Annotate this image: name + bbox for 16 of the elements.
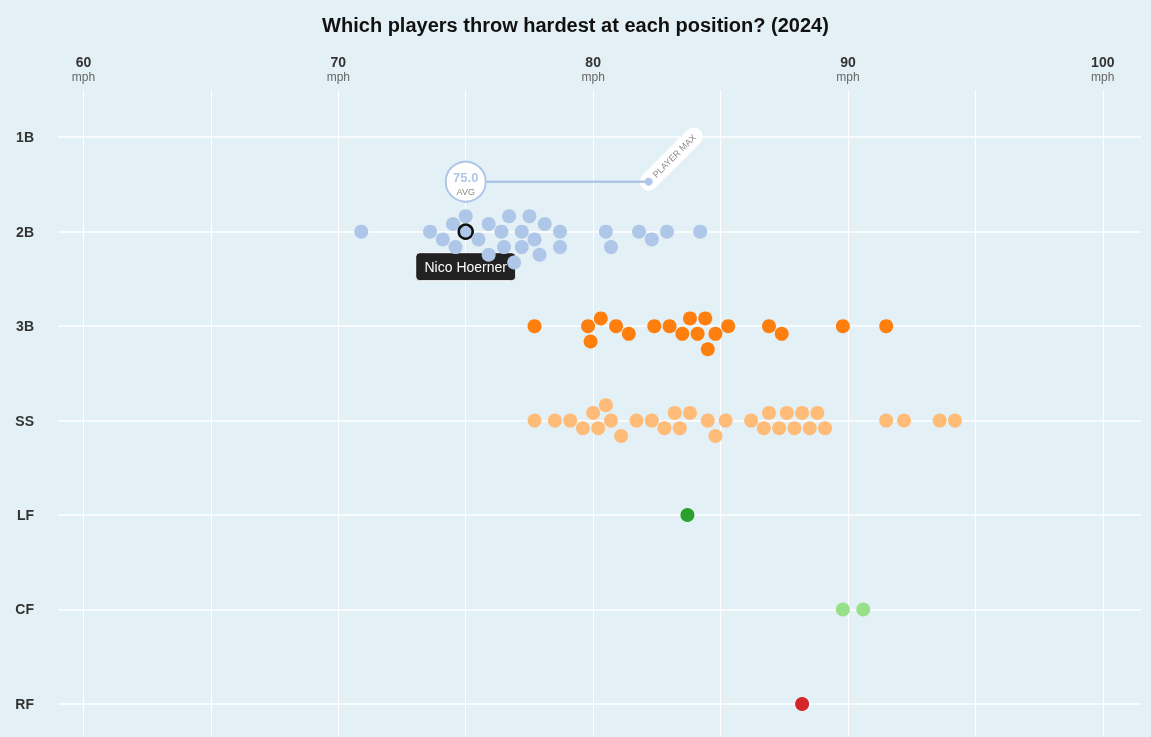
y-tick-label: 3B — [16, 318, 34, 335]
x-tick-label: 80 mph — [581, 54, 605, 84]
y-tick-label: CF — [15, 601, 35, 618]
x-tick-label: 100 mph — [1091, 54, 1115, 84]
y-tick-label: 1B — [16, 129, 34, 146]
y-tick-label: LF — [16, 507, 35, 524]
annotation: Nico Hoerner — [424, 258, 508, 275]
x-tick-label: 60 mph — [71, 54, 96, 84]
annotation: AVG — [456, 186, 475, 197]
y-tick-label: SS — [15, 412, 34, 429]
y-tick-label: RF — [15, 695, 35, 712]
annotation: 75.0 — [453, 170, 479, 186]
x-tick-label: 70 mph — [326, 54, 350, 84]
y-tick-label: 2B — [16, 223, 34, 240]
x-tick-label: 90 mph — [836, 54, 860, 84]
chart-title: Which players throw hardest at each position? (2024) — [322, 14, 829, 36]
